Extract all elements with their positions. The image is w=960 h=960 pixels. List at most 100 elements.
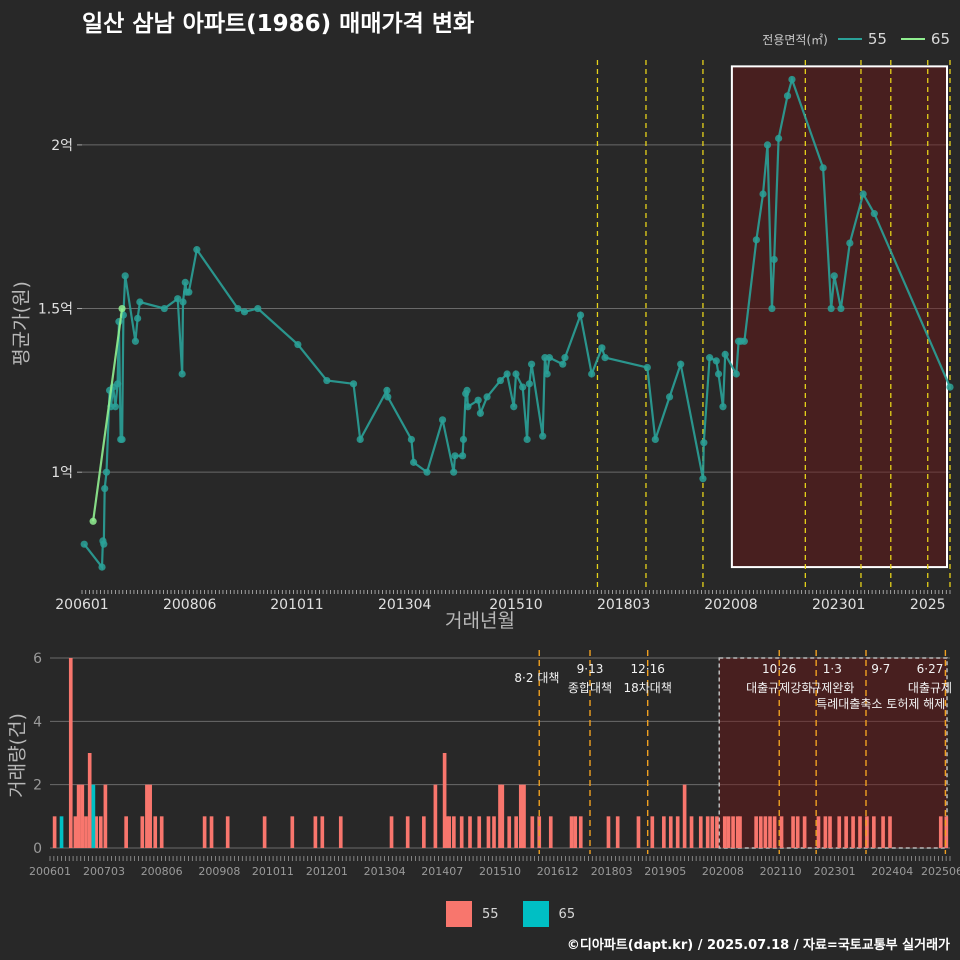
data-point-55 (946, 383, 954, 391)
data-point-55 (178, 370, 186, 378)
data-point-55 (598, 344, 606, 352)
data-point-55 (677, 360, 685, 368)
x-tick-label: 200601 (29, 865, 71, 878)
data-point-55 (740, 337, 748, 345)
data-point-55 (699, 475, 707, 483)
y-tick-label: 1억 (51, 465, 73, 481)
data-point-55 (483, 393, 491, 401)
volume-bar-55 (153, 816, 158, 848)
data-point-55 (240, 308, 249, 316)
volume-bar-55 (498, 784, 502, 848)
data-point-55 (732, 370, 740, 378)
volume-bar-55 (389, 816, 394, 848)
volume-bar-55 (851, 816, 855, 848)
data-point-55 (770, 255, 778, 264)
volume-bar-55 (569, 816, 574, 848)
x-tick-label: 201011 (270, 597, 323, 613)
data-point-55 (721, 350, 729, 358)
volume-bar-55 (320, 816, 325, 848)
x-tick-label: 201407 (421, 865, 463, 878)
volume-bar-55 (779, 816, 784, 848)
volume-bar-55 (722, 816, 727, 848)
data-point-55 (134, 314, 142, 322)
data-point-55 (576, 311, 585, 319)
x-tick-label: 202506 (921, 865, 960, 878)
data-point-55 (588, 370, 596, 378)
x-tick-label: 201510 (479, 865, 521, 878)
data-point-55 (193, 246, 201, 254)
data-point-55 (706, 354, 714, 362)
volume-bar-55 (858, 816, 862, 848)
x-tick-label: 200806 (163, 597, 217, 613)
data-point-55 (383, 386, 391, 394)
data-point-55 (111, 403, 119, 411)
volume-bar-55 (735, 816, 740, 848)
data-point-55 (451, 452, 459, 460)
data-point-55 (114, 380, 122, 388)
volume-bar-55 (262, 816, 267, 848)
volume-bar-55 (290, 816, 295, 848)
data-point-55 (174, 295, 182, 303)
data-point-55 (819, 164, 827, 172)
data-point-55 (384, 393, 392, 401)
policy-date-label: 6·27 (917, 662, 944, 676)
volume-bar-55 (522, 784, 526, 848)
data-point-55 (512, 370, 520, 378)
x-tick-label: 201803 (597, 597, 650, 613)
data-point-55 (527, 360, 536, 368)
volume-bar-55 (159, 816, 164, 848)
y-axis-title-price: 평균가(원) (10, 281, 33, 366)
volume-bar-55 (772, 816, 777, 848)
volume-bar-55 (636, 816, 641, 848)
legend-swatch-65 (900, 38, 925, 40)
data-point-55 (464, 403, 472, 411)
volume-bar-55 (94, 816, 98, 848)
policy-name-label: 종합대책 (568, 680, 612, 695)
data-point-55 (463, 386, 471, 394)
volume-bar-55 (492, 816, 496, 848)
volume-bar-55 (715, 816, 719, 848)
data-point-55 (179, 298, 187, 306)
volume-bar-55 (726, 816, 731, 848)
data-point-55 (788, 75, 796, 84)
data-point-55 (100, 540, 108, 548)
volume-bar-55 (80, 784, 85, 848)
data-point-55 (101, 484, 109, 493)
x-tick-label: 201612 (537, 865, 579, 878)
volume-bar-55 (675, 816, 680, 848)
volume-bar-55 (202, 816, 207, 848)
data-point-55 (665, 393, 674, 401)
volume-bar-55 (650, 816, 655, 848)
data-point-55 (543, 370, 551, 378)
data-point-55 (763, 141, 772, 149)
volume-bar-55 (124, 816, 128, 848)
x-tick-label: 2025 (910, 597, 946, 613)
volume-bar-55 (844, 816, 848, 848)
x-tick-label: 202008 (702, 865, 744, 878)
data-point-55 (525, 380, 533, 388)
data-point-55 (539, 432, 547, 440)
data-point-65 (89, 517, 97, 525)
legend-box-55 (446, 901, 472, 927)
volume-bar-55 (52, 816, 57, 848)
volume-bar-55 (84, 816, 88, 848)
x-tick-label: 200601 (55, 597, 108, 613)
legend-box-label-55: 55 (482, 906, 499, 922)
x-axis-title: 거래년월 (445, 610, 515, 632)
volume-bar-55 (795, 816, 800, 848)
data-point-55 (136, 298, 144, 306)
volume-bar-55 (477, 816, 482, 848)
data-point-55 (160, 304, 168, 313)
x-tick-label: 200703 (83, 865, 125, 878)
data-point-55 (712, 357, 720, 365)
volume-bar-55 (682, 784, 687, 848)
x-tick-label: 200806 (141, 865, 183, 878)
data-point-55 (496, 376, 505, 385)
volume-bar-55 (816, 816, 821, 848)
volume-bar-55 (447, 816, 452, 848)
volume-bar-55 (823, 816, 828, 848)
x-tick-label: 201304 (378, 597, 432, 613)
volume-bar-55 (486, 816, 491, 848)
price-chart-panel: 1억 1.5억 2억 200601 200806 201011 201304 201510 20… (38, 60, 954, 613)
